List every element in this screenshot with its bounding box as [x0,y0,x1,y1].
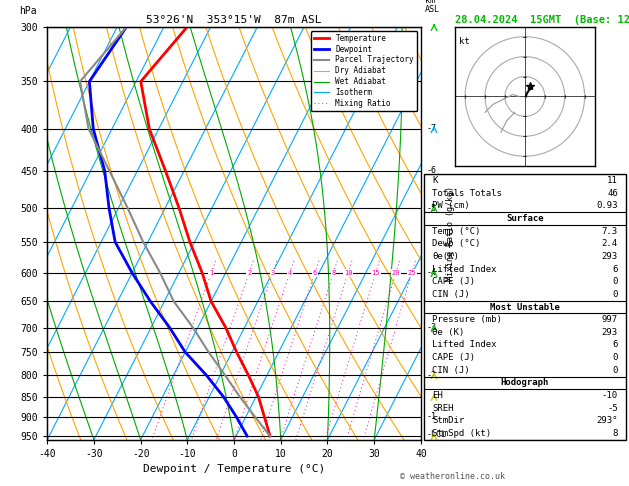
Text: -LCL: -LCL [426,430,447,439]
Title: 53°26'N  353°15'W  87m ASL: 53°26'N 353°15'W 87m ASL [147,15,322,25]
Text: -10: -10 [602,391,618,400]
Text: 2: 2 [247,270,251,276]
Text: 10: 10 [344,270,352,276]
Text: PW (cm): PW (cm) [432,201,469,210]
Text: 20: 20 [392,270,400,276]
Text: Surface: Surface [506,214,543,223]
Text: 2.4: 2.4 [602,239,618,248]
Text: km
ASL: km ASL [425,0,440,14]
Text: 6: 6 [313,270,317,276]
Text: Mixing Ratio (g/kg): Mixing Ratio (g/kg) [447,186,455,281]
Text: -1: -1 [426,413,437,421]
Text: 11: 11 [607,176,618,185]
Text: 1: 1 [209,270,213,276]
Text: -7: -7 [426,124,437,133]
Text: 0.93: 0.93 [596,201,618,210]
Text: Temp (°C): Temp (°C) [432,226,481,236]
Text: 6: 6 [613,264,618,274]
Text: EH: EH [432,391,443,400]
Text: 293°: 293° [596,417,618,425]
Text: -3: -3 [426,323,437,332]
Text: CAPE (J): CAPE (J) [432,277,475,286]
Text: Pressure (mb): Pressure (mb) [432,315,502,324]
Text: -6: -6 [426,166,437,175]
Text: SREH: SREH [432,404,454,413]
Text: 6: 6 [613,341,618,349]
Text: hPa: hPa [19,6,36,17]
Legend: Temperature, Dewpoint, Parcel Trajectory, Dry Adiabat, Wet Adiabat, Isotherm, Mi: Temperature, Dewpoint, Parcel Trajectory… [311,31,417,111]
Text: CAPE (J): CAPE (J) [432,353,475,362]
Text: 0: 0 [613,366,618,375]
Text: Lifted Index: Lifted Index [432,264,496,274]
Text: Dewp (°C): Dewp (°C) [432,239,481,248]
Text: CIN (J): CIN (J) [432,290,469,299]
Text: θe(K): θe(K) [432,252,459,261]
Text: Totals Totals: Totals Totals [432,189,502,198]
Text: 4: 4 [287,270,292,276]
Text: StmSpd (kt): StmSpd (kt) [432,429,491,438]
Text: © weatheronline.co.uk: © weatheronline.co.uk [401,472,505,481]
Text: 25: 25 [408,270,416,276]
Text: 8: 8 [613,429,618,438]
Text: 293: 293 [602,328,618,337]
Text: 7.3: 7.3 [602,226,618,236]
Text: -4: -4 [426,268,437,278]
Text: 15: 15 [371,270,380,276]
Text: Most Unstable: Most Unstable [490,303,560,312]
Text: -5: -5 [607,404,618,413]
Text: K: K [432,176,437,185]
Text: kt: kt [459,36,470,46]
Text: 28.04.2024  15GMT  (Base: 12): 28.04.2024 15GMT (Base: 12) [455,15,629,25]
Text: 0: 0 [613,277,618,286]
Text: Hodograph: Hodograph [501,379,549,387]
Text: 293: 293 [602,252,618,261]
Text: -2: -2 [426,371,437,380]
Text: 3: 3 [270,270,275,276]
Text: 8: 8 [331,270,335,276]
Text: θe (K): θe (K) [432,328,464,337]
Text: StmDir: StmDir [432,417,464,425]
Text: 0: 0 [613,290,618,299]
X-axis label: Dewpoint / Temperature (°C): Dewpoint / Temperature (°C) [143,465,325,474]
Text: Lifted Index: Lifted Index [432,341,496,349]
Text: 997: 997 [602,315,618,324]
Text: CIN (J): CIN (J) [432,366,469,375]
Text: 0: 0 [613,353,618,362]
Text: -5: -5 [426,204,437,213]
Text: 46: 46 [607,189,618,198]
